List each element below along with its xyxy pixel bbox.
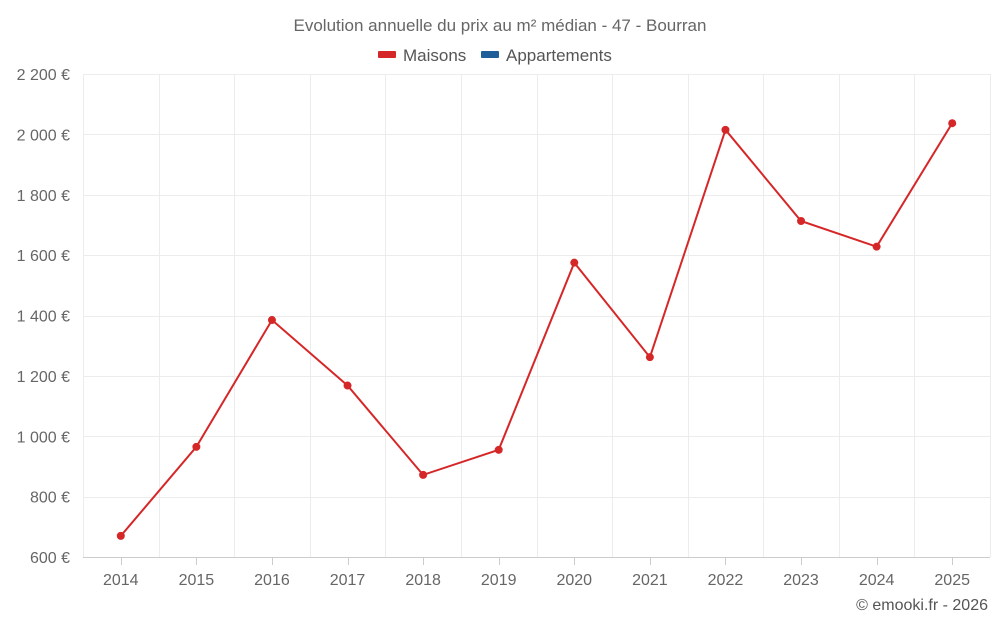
y-tick-label: 1 000 € (17, 429, 70, 446)
x-tick-label: 2021 (632, 572, 668, 589)
data-point-maisons[interactable] (645, 353, 654, 362)
legend-item-appartements[interactable]: Appartements (481, 46, 612, 65)
y-tick-label: 1 400 € (17, 309, 70, 326)
data-point-maisons[interactable] (419, 470, 428, 479)
data-point-maisons[interactable] (570, 258, 579, 267)
data-point-maisons[interactable] (343, 381, 352, 390)
y-tick-label: 1 200 € (17, 369, 70, 386)
legend-swatch-appartements (481, 51, 499, 58)
credit-text: © emooki.fr - 2026 (856, 597, 988, 614)
x-axis-ticks: 2014 2015 2016 2017 2018 2019 2020 2021 2022 2023… (103, 557, 970, 589)
vertical-gridlines (83, 74, 991, 557)
x-tick-label: 2022 (708, 572, 744, 589)
x-tick-label: 2025 (934, 572, 970, 589)
legend-label-appartements: Appartements (506, 46, 612, 65)
series-line-maisons (120, 122, 954, 537)
data-point-maisons[interactable] (721, 125, 730, 134)
legend-item-maisons[interactable]: Maisons (378, 46, 466, 65)
y-tick-label: 2 000 € (17, 127, 70, 144)
chart-title: Evolution annuelle du prix au m² médian … (294, 16, 707, 35)
x-tick-label: 2016 (254, 572, 290, 589)
data-point-maisons[interactable] (872, 242, 881, 251)
x-tick-label: 2019 (481, 572, 517, 589)
y-tick-label: 2 200 € (17, 67, 70, 84)
data-point-maisons[interactable] (267, 316, 276, 325)
horizontal-gridlines (83, 74, 990, 498)
x-tick-label: 2023 (783, 572, 819, 589)
legend-label-maisons: Maisons (403, 46, 466, 65)
x-tick-label: 2017 (330, 572, 366, 589)
data-point-maisons[interactable] (192, 442, 201, 451)
y-axis-ticks: 600 € 800 € 1 000 € 1 200 € 1 400 € 1 600 € 1 … (17, 67, 70, 567)
x-tick-label: 2014 (103, 572, 139, 589)
y-tick-label: 1 800 € (17, 188, 70, 205)
series-layer (116, 119, 957, 540)
x-tick-label: 2020 (556, 572, 592, 589)
x-tick-label: 2018 (405, 572, 441, 589)
y-tick-label: 600 € (30, 550, 70, 567)
y-tick-label: 800 € (30, 490, 70, 507)
legend-swatch-maisons (378, 51, 396, 58)
legend: Maisons Appartements (378, 46, 612, 65)
data-point-maisons[interactable] (948, 119, 957, 128)
x-tick-label: 2015 (179, 572, 215, 589)
y-tick-label: 1 600 € (17, 248, 70, 265)
data-point-maisons[interactable] (116, 531, 125, 540)
data-point-maisons[interactable] (797, 217, 806, 226)
data-point-maisons[interactable] (494, 445, 503, 454)
x-tick-label: 2024 (859, 572, 895, 589)
